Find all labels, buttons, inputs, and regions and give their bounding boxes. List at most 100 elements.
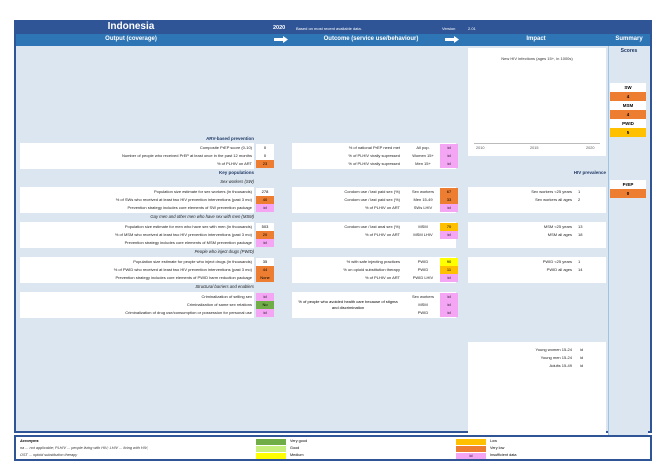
outcome-value: 90 (440, 258, 458, 266)
outcome-value: 11 (440, 266, 458, 274)
outcome-group: PWID LHIV (412, 275, 434, 280)
score-value-pwid: 5 (610, 128, 646, 137)
prevalence-label: Sex workers <25 years (531, 189, 572, 194)
sw-value: 40 (256, 196, 274, 204)
data-note: Based on most recent available data. (296, 26, 362, 31)
prevalence-value: 13 (578, 224, 583, 229)
outcome-group: PWID (417, 310, 429, 315)
outcome-value: 33 (440, 196, 458, 204)
prevalence-value: 14 (578, 267, 583, 272)
new-infections-chart: New HIV infections (ages 15+, in 1000s) … (468, 48, 606, 156)
structural-row-label: Criminalization of same sex relations (186, 302, 252, 307)
general-prevalence-value: id (580, 347, 584, 352)
legend-label: Medium (290, 453, 304, 457)
legend-swatch-good (256, 446, 286, 452)
general-prevalence-value: id (580, 363, 584, 368)
outcome-value: id (440, 160, 458, 168)
arv-value: 0 (256, 152, 274, 160)
chart-title: New HIV infections (ages 15+, in 1000s) (501, 56, 573, 61)
pwid-value: None (256, 274, 274, 282)
outcome-value: 70 (440, 223, 458, 231)
arv-row: Number of people who received PrEP at le… (121, 153, 252, 158)
x-tick: 2020 (586, 146, 595, 150)
outcome-value: id (440, 293, 458, 301)
msm-subtitle: Gay men and other men who have sex with … (150, 214, 254, 219)
outcome-group: MSM LHIV (413, 232, 433, 237)
prevalence-value: 2 (578, 197, 581, 202)
legend-label: Very low (490, 446, 505, 450)
pwid-value: 35 (256, 258, 274, 266)
general-prevalence-label: Young women 15-24 (535, 347, 572, 352)
structural-value: id (256, 293, 274, 301)
arv-row: % of PLHIV on ART (216, 161, 252, 166)
structural-value: id (256, 309, 274, 317)
sw-subtitle: Sex workers (SW) (220, 179, 254, 184)
section-output: Output (coverage) (105, 36, 157, 42)
sw-value: id (256, 204, 274, 212)
outcome-group: PWID (417, 259, 429, 264)
outcome-label: % of PLHIV on ART (364, 232, 400, 237)
outcome-value: id (440, 274, 458, 282)
arrow-right-icon (445, 36, 459, 43)
outcome-value: 67 (440, 188, 458, 196)
outcome-group: All pop. (416, 145, 430, 150)
section-summary: Summary (615, 36, 643, 42)
prevalence-value: 1 (578, 189, 581, 194)
summary-panel: Scores SW 4 MSM 4 PWID 5 PrEP 0 (608, 46, 648, 435)
stigma-outcome-label: % of people who avoided health care beca… (298, 299, 398, 310)
msm-row-label: % of MSM who received at least two HIV p… (114, 232, 252, 237)
x-tick: 2010 (476, 146, 485, 150)
version-value: 2.01 (468, 26, 476, 31)
msm-row-label: Prevention strategy includes core elemen… (124, 240, 252, 245)
legend-label: Good (290, 446, 300, 450)
legend-label: Insufficient data (490, 453, 517, 457)
prevalence-value: 1 (578, 259, 581, 264)
title-bar: Indonesia 2020 Based on most recent avai… (16, 21, 650, 34)
sw-row-label: Prevention strategy includes core elemen… (127, 205, 252, 210)
pwid-subtitle: People who inject drugs (PWID) (194, 249, 254, 254)
structural-subtitle: Structural barriers and enablers (195, 284, 254, 289)
score-label-msm: MSM (610, 101, 646, 110)
msm-value: 20 (256, 231, 274, 239)
arv-value: 23 (256, 160, 274, 168)
pwid-row-label: % of PWID who received at least two HIV … (113, 267, 252, 272)
section-bar: Output (coverage) Outcome (service use/b… (16, 34, 650, 46)
prevalence-label: MSM all ages (547, 232, 572, 237)
key-populations-title: Key populations (218, 170, 254, 175)
pwid-value: 44 (256, 266, 274, 274)
outcome-label: % of national PrEP need met (348, 145, 400, 150)
outcome-group: Sex workers (411, 294, 434, 299)
sw-row-label: % of SWs who received at least two HIV p… (115, 197, 252, 202)
outcome-value: id (440, 144, 458, 152)
arv-value: 0 (256, 144, 274, 152)
arv-section-title: ARV-based prevention (206, 136, 254, 141)
outcome-group: SWs LHIV (413, 205, 433, 210)
version-label: Version (442, 26, 456, 31)
outcome-group: PWID (417, 267, 429, 272)
msm-row-label: Population size estimate for men who hav… (124, 224, 252, 229)
outcome-label: % on opioid substitution therapy (343, 267, 400, 272)
score-label-pwid: PWID (610, 119, 646, 128)
outcome-label: % with safe injecting practices (346, 259, 400, 264)
outcome-group: MSM (418, 302, 428, 307)
outcome-value: id (440, 231, 458, 239)
score-value-prep: 0 (610, 189, 646, 198)
prevalence-label: MSM <25 years (543, 224, 572, 229)
legend-swatch-very-good (256, 439, 286, 445)
outcome-group: Men 15+ (415, 161, 431, 166)
acronyms-title: Acronyms (20, 439, 39, 443)
score-label-prep: PrEP (610, 180, 646, 189)
pwid-row-label: Population size estimate for people who … (133, 259, 252, 264)
structural-value: No (256, 301, 274, 309)
msm-value: id (256, 239, 274, 247)
outcome-value: id (440, 152, 458, 160)
score-value-msm: 4 (610, 110, 646, 119)
scorecard-frame: Indonesia 2020 Based on most recent avai… (14, 20, 652, 435)
arrow-right-icon (274, 36, 288, 43)
legend-swatch-low (456, 439, 486, 445)
outcome-value: id (440, 301, 458, 309)
x-tick: 2015 (530, 146, 539, 150)
legend: Acronyms na ... not applicable; PLHIV ..… (14, 435, 652, 461)
country-title: Indonesia (107, 21, 155, 32)
legend-swatch-very-low (456, 446, 486, 452)
